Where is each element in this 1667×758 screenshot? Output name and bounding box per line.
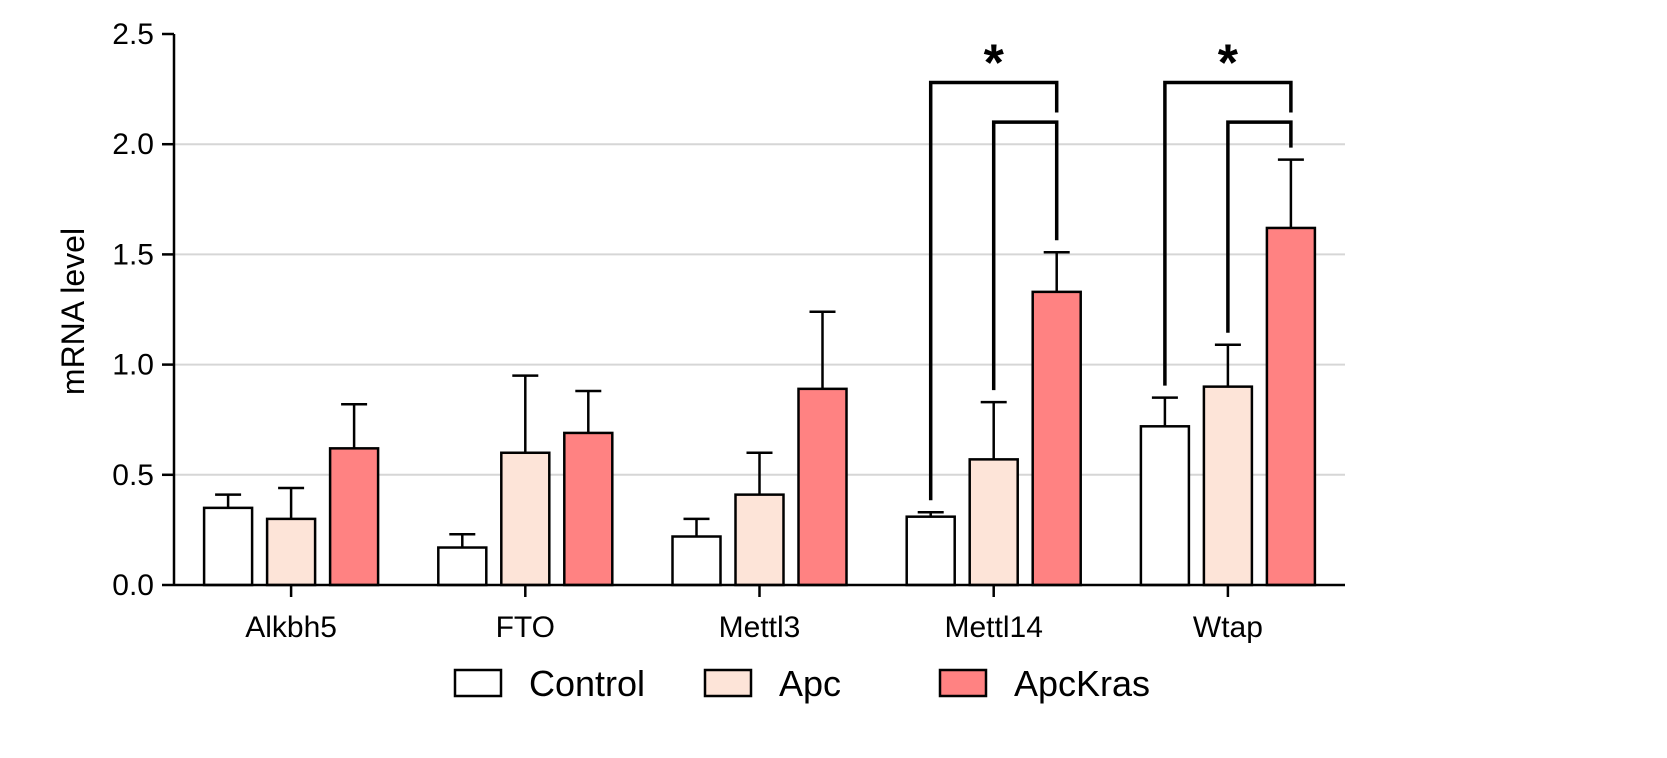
bar [905,515,956,587]
y-tick-label: 2.5 [112,18,154,51]
y-tick-label: 1.0 [112,349,154,382]
bar [1139,425,1191,587]
x-tick-label: Mettl3 [719,611,801,644]
bracket-apc-apckras [1226,120,1293,333]
legend: Control Apc ApcKras [453,663,1150,704]
legend-label: Control [529,663,645,704]
x-tick-label: Alkbh5 [245,611,337,644]
bar [968,458,1019,587]
bracket-apc-apckras [991,120,1059,391]
y-tick-label: 1.5 [112,238,154,271]
x-tick-label: Mettl14 [945,611,1043,644]
bar [563,431,614,587]
bar [202,506,254,587]
bar [671,535,722,587]
legend-swatch [938,668,988,698]
y-tick-label: 2.0 [112,128,154,161]
bar [500,451,551,587]
bar [265,517,317,587]
x-tick-label: FTO [496,611,555,644]
bars [202,158,1317,587]
significance-star: * [1218,34,1239,92]
legend-label: ApcKras [1014,663,1150,704]
significance-brackets: * * [928,34,1293,501]
bar [437,546,488,587]
bracket-control-apckras [928,80,1059,501]
significance-star: * [984,34,1005,92]
y-axis-title: mRNA level [55,228,91,395]
y-tick-label: 0.0 [112,569,154,602]
bar [328,447,380,587]
bar [1265,226,1317,587]
legend-swatch [703,668,753,698]
x-tick-label: Wtap [1193,611,1263,644]
bar [1202,385,1254,587]
bar [1031,290,1082,587]
bracket-control-apckras [1163,80,1293,386]
y-tick-label: 0.5 [112,459,154,492]
axes: 0.0 0.5 1.0 1.5 2.0 2.5 Alkbh5 FTO Mettl3 Mettl14… [112,18,1345,644]
legend-swatch [453,668,503,698]
legend-label: Apc [779,663,841,704]
bar [734,493,785,587]
bar [797,387,848,587]
